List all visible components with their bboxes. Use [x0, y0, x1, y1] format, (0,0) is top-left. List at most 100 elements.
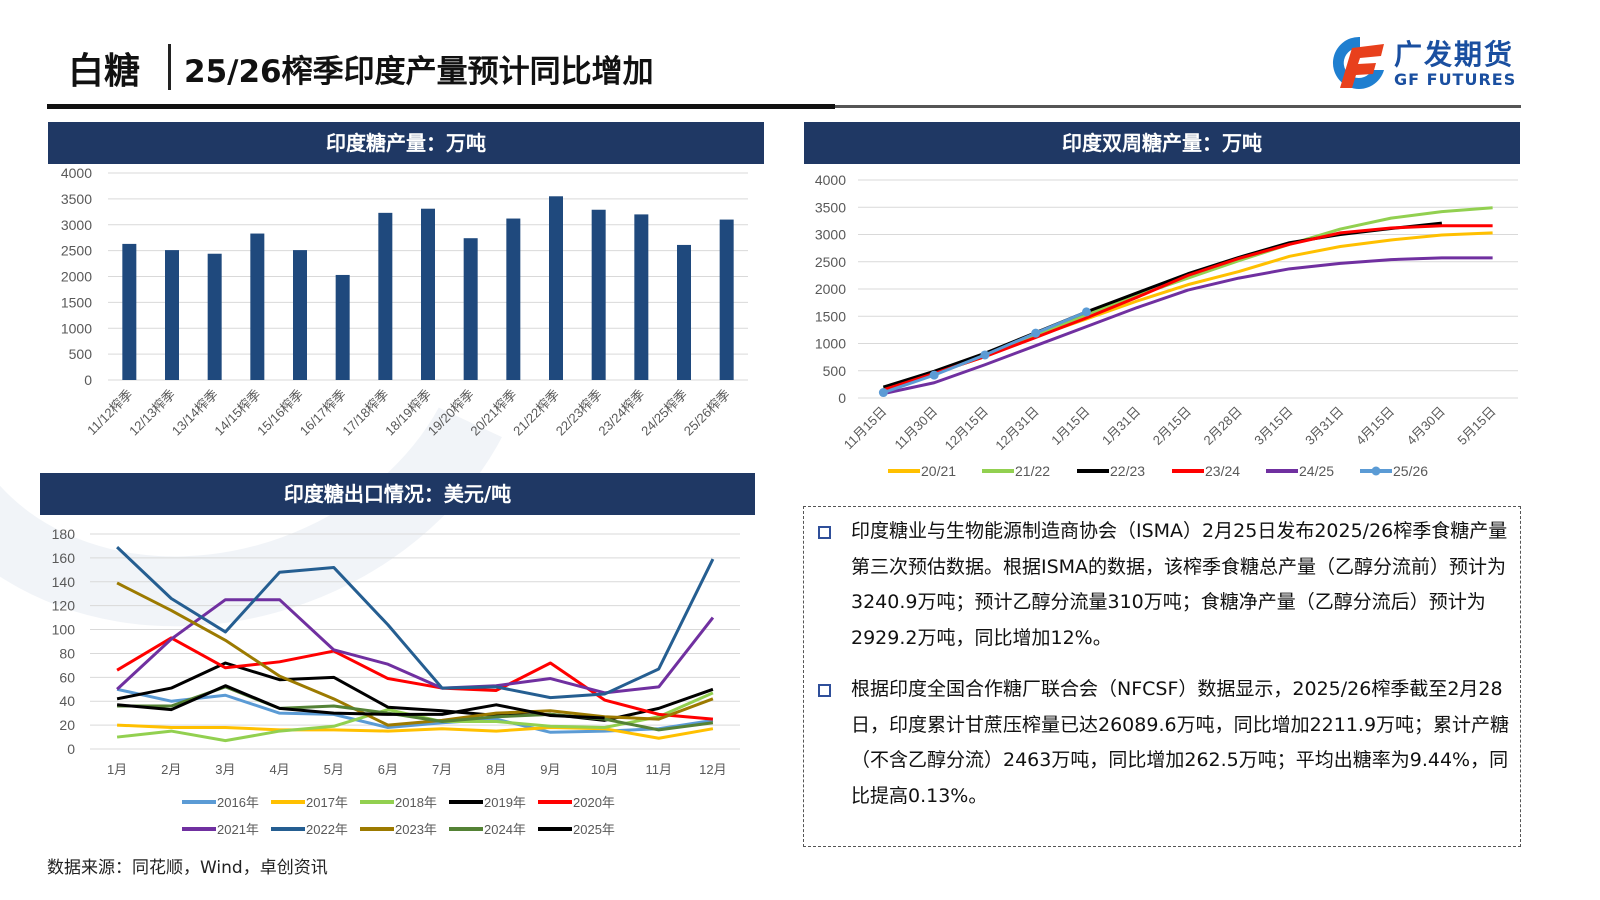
bar	[165, 250, 179, 380]
bar	[677, 244, 691, 380]
bar	[250, 233, 265, 380]
bar	[463, 238, 478, 380]
y-tick-label: 100	[52, 622, 76, 638]
y-tick-label: 0	[838, 390, 846, 406]
header-rule-light	[835, 105, 1521, 108]
legend-label: 21/22	[1015, 463, 1050, 479]
logo-text-cn: 广发期货	[1394, 38, 1515, 71]
title-divider	[168, 44, 171, 90]
x-tick-label: 3月15日	[1251, 404, 1295, 448]
legend-marker	[1371, 466, 1381, 476]
x-tick-label: 4月30日	[1404, 404, 1448, 448]
commentary-paragraph-nfcsf: 根据印度全国合作糖厂联合会（NFCSF）数据显示，2025/26榨季截至2月28…	[851, 678, 1510, 807]
series-line-2020年	[116, 636, 714, 721]
x-tick-label: 2月	[161, 762, 181, 777]
y-tick-label: 3000	[61, 217, 92, 233]
x-tick-label: 6月	[378, 762, 398, 777]
y-tick-label: 1500	[815, 308, 846, 324]
bar	[421, 208, 435, 380]
legend-label: 2023年	[395, 822, 437, 837]
series-line-2021年	[116, 598, 715, 695]
bar	[378, 212, 393, 380]
x-tick-label: 1月	[107, 762, 127, 777]
y-tick-label: 500	[823, 363, 847, 379]
data-point	[1081, 307, 1091, 317]
bar	[719, 219, 734, 380]
y-tick-label: 1000	[61, 320, 92, 336]
data-point	[1031, 328, 1041, 338]
y-tick-label: 3500	[61, 191, 92, 207]
production-chart-header: 印度糖产量：万吨	[48, 122, 764, 164]
y-tick-label: 500	[69, 346, 93, 362]
y-tick-label: 40	[59, 693, 75, 709]
y-tick-label: 2000	[815, 281, 846, 297]
legend-label: 2025年	[573, 822, 615, 837]
header-rule	[47, 104, 835, 109]
y-tick-label: 0	[67, 741, 75, 757]
page-title: 25/26榨季印度产量预计同比增加	[184, 54, 654, 90]
x-tick-label: 11月	[646, 762, 673, 777]
x-tick-label: 5月	[324, 762, 344, 777]
legend-label: 2024年	[484, 822, 526, 837]
x-tick-label: 3月	[215, 762, 235, 777]
square-bullet-icon	[818, 684, 831, 697]
x-tick-label: 11月15日	[841, 404, 890, 453]
legend-label: 20/21	[921, 463, 956, 479]
y-tick-label: 140	[52, 574, 76, 590]
legend-label: 2018年	[395, 795, 437, 810]
category-title: 白糖	[68, 51, 141, 92]
x-tick-label: 4月	[269, 762, 289, 777]
x-tick-label: 5月15日	[1454, 404, 1498, 448]
bar	[207, 253, 222, 380]
logo-text-en: GF FUTURES	[1394, 70, 1517, 89]
x-tick-label: 3月31日	[1302, 404, 1346, 448]
x-tick-label: 10月	[591, 762, 618, 777]
legend-label: 2022年	[306, 822, 348, 837]
bar	[634, 214, 649, 380]
export-chart-header: 印度糖出口情况：美元/吨	[40, 473, 755, 515]
production-bar-chart: 0500100015002000250030003500400011/12榨季1…	[61, 165, 748, 439]
series-line-2017年	[117, 723, 714, 740]
bar	[293, 250, 307, 380]
x-tick-label: 1月15日	[1048, 404, 1092, 448]
commentary-box: 印度糖业与生物能源制造商协会（ISMA）2月25日发布2025/26榨季食糖产量…	[803, 506, 1521, 847]
y-tick-label: 1500	[61, 294, 92, 310]
data-source: 数据来源：同花顺，Wind，卓创资讯	[47, 858, 328, 878]
data-point	[980, 350, 990, 360]
y-tick-label: 60	[59, 669, 75, 685]
x-tick-label: 7月	[432, 762, 452, 777]
legend-label: 2019年	[484, 795, 526, 810]
series-line-23/24	[882, 224, 1493, 392]
legend-label: 25/26	[1393, 463, 1428, 479]
y-tick-label: 2000	[61, 269, 92, 285]
series-line-24/25	[883, 256, 1493, 396]
series-line-2025年	[116, 684, 605, 720]
export-line-chart: 0 20 40 60 80 100 120 140 160 180 1月 2月 3月 4月 5月 6月 7月 8月…	[52, 526, 740, 837]
y-tick-label: 3000	[815, 227, 846, 243]
gf-logo-icon	[1332, 36, 1384, 89]
x-tick-label: 9月	[540, 762, 560, 777]
x-tick-label: 12月31日	[992, 404, 1041, 453]
series-line-2016年	[116, 687, 714, 734]
x-tick-label: 12月15日	[942, 404, 991, 453]
y-tick-label: 80	[59, 645, 75, 661]
x-tick-label: 11月30日	[892, 404, 941, 453]
bar	[335, 274, 350, 380]
square-bullet-icon	[818, 526, 831, 539]
y-tick-label: 1000	[815, 336, 846, 352]
y-tick-label: 4000	[61, 165, 92, 181]
series-line-2023年	[116, 581, 714, 727]
legend-label: 22/23	[1110, 463, 1145, 479]
y-tick-label: 4000	[815, 172, 846, 188]
bar	[591, 209, 606, 380]
bar	[506, 218, 521, 380]
x-tick-label: 1月31日	[1099, 404, 1143, 448]
legend-label: 23/24	[1205, 463, 1240, 479]
x-tick-label: 2月28日	[1201, 404, 1245, 448]
legend-label: 2016年	[217, 795, 259, 810]
y-tick-label: 120	[52, 598, 76, 614]
x-tick-label: 2月15日	[1150, 404, 1194, 448]
y-tick-label: 160	[52, 550, 76, 566]
legend-label: 2021年	[217, 822, 259, 837]
data-point	[929, 370, 939, 380]
